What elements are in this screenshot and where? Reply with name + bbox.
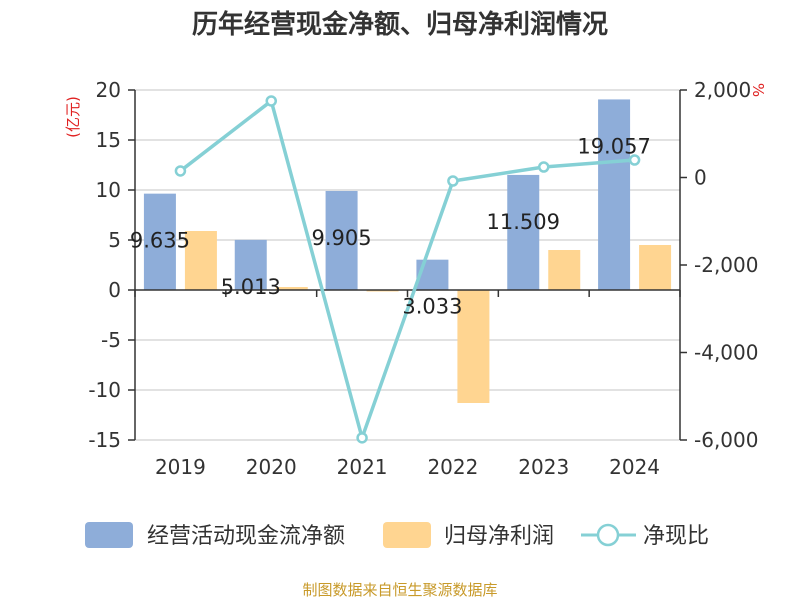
profit-bar: [457, 290, 490, 403]
ratio-point: [628, 154, 641, 166]
left-tick-label: 10: [96, 178, 121, 202]
legend-item-profit[interactable]: 归母净利润: [383, 522, 554, 549]
axes: 20 15 10 5 0 -5 -10 -15 2,000 0 -2,000 -4,000 -6,000…: [88, 78, 758, 479]
right-tick-label: -6,000: [694, 428, 758, 452]
profit-bar: [275, 287, 308, 290]
left-tick-label: 20: [96, 78, 121, 102]
category-label: 2024: [609, 455, 660, 479]
legend-marker: [596, 523, 620, 547]
profit-bar: [639, 245, 672, 290]
profit-bar: [184, 231, 217, 290]
legend-label: 净现比: [643, 524, 709, 549]
legend-label: 归母净利润: [444, 524, 554, 549]
right-axis-unit: %: [749, 83, 767, 97]
left-tick-label: -15: [88, 428, 121, 452]
cash-bar: [234, 239, 267, 290]
bar-series: [143, 99, 672, 403]
category-label: 2022: [427, 455, 478, 479]
legend[interactable]: 经营活动现金流净额 归母净利润 净现比: [85, 522, 709, 549]
cash-bar: [598, 99, 631, 291]
cash-data-label: 3.033: [402, 295, 462, 319]
right-tick-label: -4,000: [694, 341, 758, 365]
ratio-point: [538, 161, 550, 173]
category-label: 2021: [337, 455, 388, 479]
left-tick-label: 15: [96, 128, 121, 152]
left-tick-label: -5: [101, 328, 121, 352]
ratio-point: [265, 95, 277, 107]
cash-bar: [325, 190, 358, 290]
cash-data-label: 5.013: [221, 275, 281, 299]
data-source: 制图数据来自恒生聚源数据库: [302, 581, 497, 599]
cash-data-label: 9.635: [130, 229, 190, 253]
right-tick-label: 2,000: [694, 78, 751, 102]
cash-data-label: 19.057: [577, 134, 650, 158]
right-tick-label: -2,000: [694, 253, 758, 277]
cash-data-label: 9.905: [312, 226, 372, 250]
profit-bar: [548, 250, 581, 290]
legend-item-ratio[interactable]: 净现比: [581, 523, 709, 549]
legend-swatch-cash: [85, 522, 133, 548]
legend-label: 经营活动现金流净额: [147, 524, 345, 549]
right-tick-label: 0: [694, 166, 707, 190]
ratio-point: [447, 175, 459, 187]
cash-data-label: 11.509: [487, 210, 560, 234]
legend-swatch-profit: [383, 522, 431, 548]
left-tick-label: 5: [108, 228, 121, 252]
cash-bar: [507, 174, 540, 290]
category-label: 2020: [246, 455, 297, 479]
cash-bar: [143, 193, 176, 290]
category-label: 2023: [518, 455, 569, 479]
data-labels: 9.635 5.013 9.905 3.033 11.509 19.057: [130, 134, 651, 318]
legend-item-cash[interactable]: 经营活动现金流净额: [85, 522, 345, 549]
gridlines: [135, 89, 680, 441]
left-tick-label: 0: [108, 278, 121, 302]
category-label: 2019: [155, 455, 206, 479]
ratio-point: [356, 432, 368, 444]
left-tick-label: -10: [88, 378, 121, 402]
chart-title: 历年经营现金净额、归母净利润情况: [192, 9, 608, 40]
ratio-line: [179, 99, 635, 440]
ratio-point: [174, 165, 187, 177]
left-axis-unit: (亿元): [64, 96, 82, 138]
ratio-line-series: [174, 95, 641, 444]
